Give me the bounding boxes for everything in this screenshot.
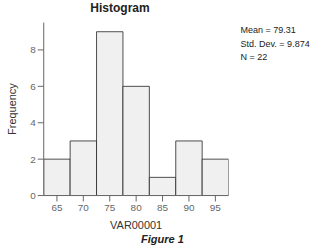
svg-text:4: 4 — [30, 117, 36, 128]
svg-text:2: 2 — [30, 154, 36, 165]
svg-text:85: 85 — [157, 202, 169, 213]
svg-text:6: 6 — [30, 81, 36, 92]
svg-text:Frequency: Frequency — [8, 83, 18, 135]
svg-text:8: 8 — [30, 44, 36, 55]
html-text:Std. Dev. = 9.874: Std. Dev. = 9.874 — [240, 38, 310, 49]
svg-text:70: 70 — [78, 202, 90, 213]
html-text:Figure 1: Figure 1 — [141, 233, 184, 245]
html-text:Histogram: Histogram — [90, 1, 150, 15]
html-text:N = 22: N = 22 — [240, 52, 268, 62]
html-text:Mean = 79.31: Mean = 79.31 — [240, 25, 296, 35]
svg-text:80: 80 — [131, 202, 143, 213]
svg-text:65: 65 — [51, 202, 63, 213]
svg-text:95: 95 — [210, 202, 222, 213]
svg-text:0: 0 — [30, 190, 36, 201]
svg-text:90: 90 — [183, 202, 195, 213]
svg-text:VAR00001: VAR00001 — [110, 219, 162, 230]
svg-text:75: 75 — [104, 202, 116, 213]
